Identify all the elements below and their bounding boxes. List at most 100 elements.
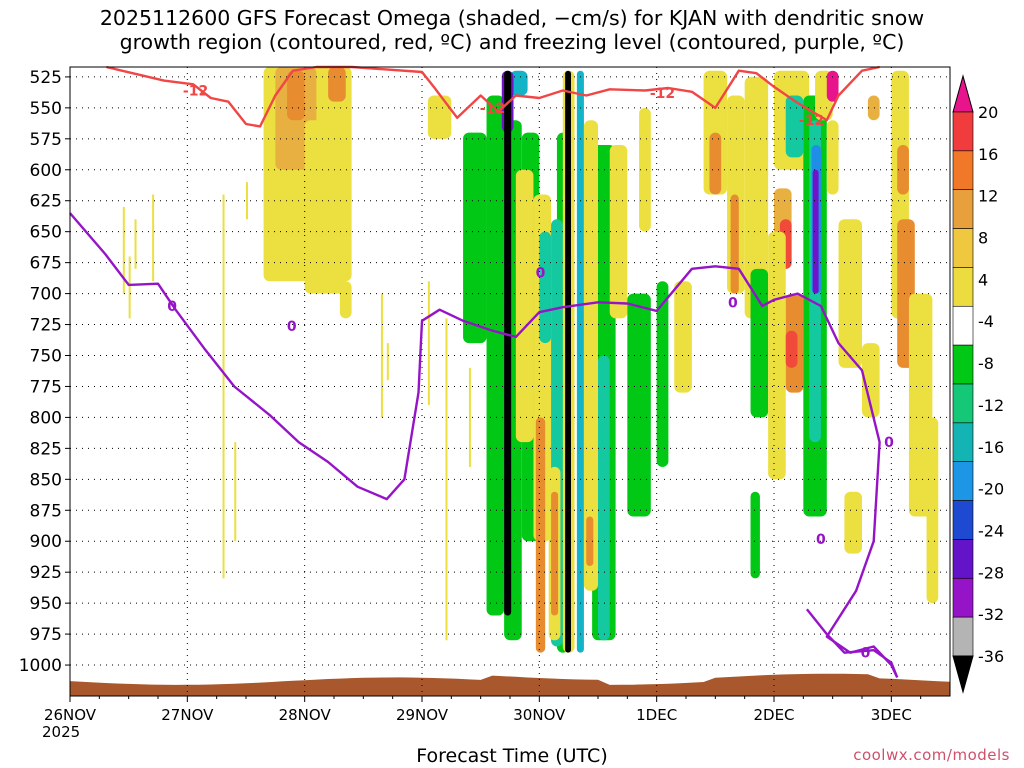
colorbar-cell	[952, 228, 974, 268]
omega-cell	[627, 293, 651, 517]
y-axis: 525 550 575 600 625 650 675 700 725 750 775 800 825 8…	[19, 68, 70, 676]
x-tick-label: 28NOV	[279, 706, 332, 724]
credit-link[interactable]: coolwx.com/models	[853, 746, 1010, 764]
omega-streak	[386, 343, 389, 381]
colorbar-label: -32	[978, 605, 1004, 624]
omega-cell	[609, 145, 628, 319]
colorbar-label: -24	[978, 521, 1004, 540]
colorbar-cell	[952, 305, 974, 346]
omega-cell	[639, 107, 651, 232]
omega-streak	[380, 293, 383, 418]
omega-cell	[583, 120, 598, 591]
y-tick-label: 650	[30, 223, 62, 243]
x-tick-label: 27NOV	[161, 706, 214, 724]
omega-cell	[812, 169, 819, 294]
omega-streak	[134, 219, 137, 269]
omega-cell	[844, 491, 862, 554]
x-tick-label: 26NOV	[44, 706, 97, 724]
title-line-2: growth region (contoured, red, ºC) and f…	[119, 30, 905, 54]
y-tick-label: 525	[30, 68, 62, 88]
freezing-level-label: 0	[728, 295, 738, 311]
omega-cell	[515, 169, 534, 443]
omega-streak	[128, 256, 131, 319]
y-tick-label: 700	[30, 285, 62, 305]
y-tick-label: 750	[30, 346, 62, 366]
omega-cell	[674, 281, 692, 393]
y-tick-label: 850	[30, 470, 62, 490]
y-tick-label: 950	[30, 594, 62, 614]
omega-cell	[304, 120, 346, 294]
omega-cell	[486, 95, 505, 616]
omega-cell	[535, 417, 546, 653]
omega-cell	[862, 343, 880, 418]
x-axis-year: 2025	[42, 723, 81, 741]
colorbar-label: -28	[978, 563, 1004, 582]
y-tick-label: 825	[30, 439, 62, 459]
colorbar-label: 16	[978, 145, 998, 164]
colorbar-cell	[952, 461, 974, 501]
x-axis: 26NOV 27NOV 28NOV 29NOV 30NOV 1DEC 2DEC 3DEC	[44, 696, 922, 724]
omega-cell	[709, 132, 722, 195]
omega-cell	[897, 145, 909, 195]
colorbar-label: 8	[978, 229, 988, 248]
colorbar-label: -8	[978, 354, 994, 373]
colorbar-cell	[952, 189, 974, 229]
x-tick-label: 30NOV	[513, 706, 566, 724]
freezing-level-label: 0	[287, 319, 297, 335]
omega-cell	[539, 231, 552, 344]
omega-streak	[152, 194, 155, 282]
colorbar-cell	[952, 150, 974, 191]
omega-cell	[785, 330, 798, 368]
colorbar: 20 16 12 8 4 -4 -8 -12 -16 -20 -24 -28 -32 -36	[952, 74, 1004, 694]
y-tick-label: 975	[30, 625, 62, 645]
y-tick-label: 875	[30, 501, 62, 521]
y-tick-label: 575	[30, 130, 62, 150]
colorbar-label: 12	[978, 187, 998, 206]
y-tick-label: 600	[30, 161, 62, 181]
dendritic-contour-label: -12	[183, 84, 208, 100]
omega-cell	[768, 231, 786, 480]
colorbar-cell	[952, 500, 974, 540]
colorbar-label: -12	[978, 396, 1004, 415]
omega-cell	[750, 491, 760, 579]
freezing-level-contour-secondary	[805, 608, 899, 678]
colorbar-cell	[952, 383, 974, 424]
omega-cell	[504, 70, 512, 616]
dendritic-contour-label: -12	[799, 113, 824, 129]
freezing-level-label: 0	[816, 532, 826, 548]
omega-cell	[576, 70, 584, 653]
omega-cell	[656, 281, 669, 467]
colorbar-cell	[952, 111, 974, 152]
colorbar-cell	[952, 577, 974, 618]
colorbar-bottom-arrow	[952, 655, 974, 694]
omega-cell	[826, 70, 839, 102]
freezing-level-contour	[69, 212, 899, 678]
x-tick-label: 1DEC	[636, 706, 677, 724]
dendritic-contour-label: -12	[650, 86, 675, 102]
colorbar-cell	[952, 344, 974, 385]
colorbar-label: 4	[978, 270, 988, 289]
contour-lines: -12 -12 -12 -12 0 0 0 0 0 0 0	[69, 65, 899, 678]
colorbar-cell	[952, 267, 974, 307]
y-tick-label: 725	[30, 316, 62, 336]
y-tick-label: 925	[30, 563, 62, 583]
omega-streak	[468, 367, 471, 467]
dendritic-contour-label: -12	[480, 101, 505, 117]
title-line-1: 2025112600 GFS Forecast Omega (shaded, −…	[99, 6, 925, 30]
omega-cell	[565, 70, 572, 653]
colorbar-label: -4	[978, 312, 994, 331]
colorbar-cell	[952, 616, 974, 657]
omega-cell	[586, 516, 594, 566]
omega-cell	[730, 194, 739, 294]
omega-streak	[222, 194, 225, 579]
colorbar-top-arrow	[952, 74, 974, 113]
omega-streak	[445, 318, 448, 641]
freezing-level-label: 0	[884, 435, 894, 451]
omega-streak	[122, 206, 125, 294]
ground-fill	[70, 673, 950, 696]
colorbar-cell	[952, 422, 974, 463]
chart-title: 2025112600 GFS Forecast Omega (shaded, −…	[0, 6, 1024, 54]
omega-streak	[427, 281, 430, 406]
omega-streak	[246, 182, 248, 220]
